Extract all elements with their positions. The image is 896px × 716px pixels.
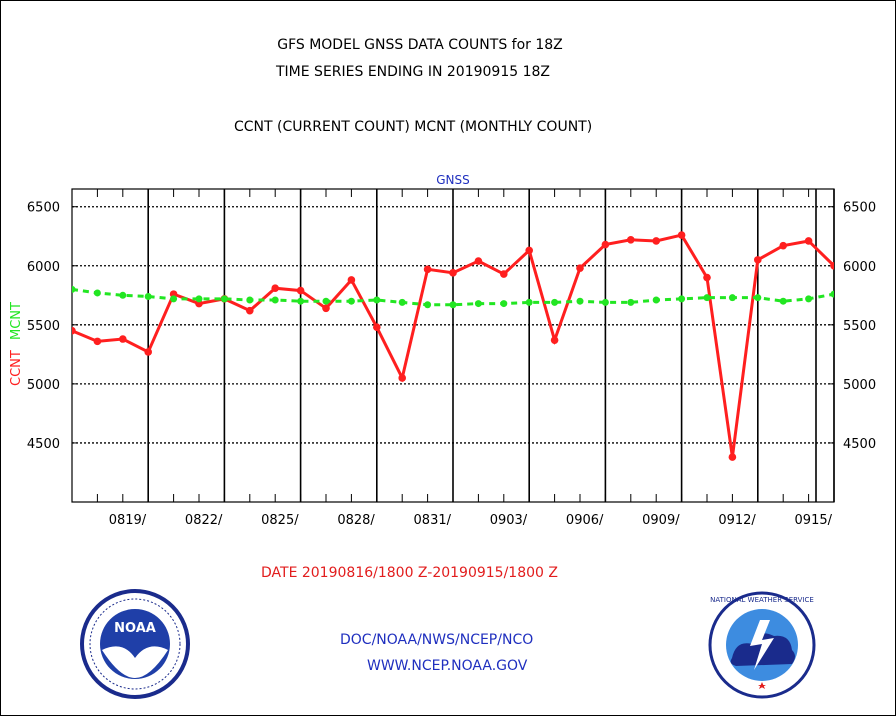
data-point-mcnt [500,300,508,308]
data-point-ccnt [322,304,330,313]
data-point-ccnt [119,335,127,343]
data-point-mcnt [246,296,254,304]
data-point-mcnt [830,290,834,298]
data-point-mcnt [525,298,533,306]
chart-title-line1: GFS MODEL GNSS DATA COUNTS for 18Z [277,37,563,53]
data-point-ccnt [398,374,407,382]
data-point-mcnt [195,295,203,303]
nws-logo-text: NATIONAL WEATHER SERVICE [710,596,814,604]
data-point-mcnt [93,289,101,297]
y-tick-label-left: 5000 [27,378,60,393]
data-point-mcnt [373,296,381,304]
y-tick-label-left: 6000 [27,260,60,275]
data-point-mcnt [119,291,127,299]
data-point-ccnt [703,273,711,282]
chart-title-gnss: GNSS [436,173,470,187]
y-tick-label-left: 6500 [27,201,60,216]
data-point-ccnt [525,246,533,255]
x-tick-label: 0825/ [261,513,299,528]
data-point-ccnt [271,284,280,293]
y-axis-label-mcnt: MCNT [9,302,24,340]
data-point-mcnt [322,297,330,305]
data-point-mcnt [271,296,279,304]
chart-subtitle: CCNT (CURRENT COUNT) MCNT (MONTHLY COUNT… [234,119,593,135]
data-point-ccnt [652,237,660,245]
data-point-mcnt [601,298,609,306]
x-tick-label: 0903/ [490,513,528,528]
data-point-mcnt [703,294,711,302]
y-tick-label-right: 5500 [843,319,876,334]
data-point-mcnt [144,292,152,300]
data-point-ccnt [144,348,152,356]
data-point-mcnt [297,297,305,305]
data-point-ccnt [72,326,76,335]
data-point-ccnt [347,276,356,284]
data-point-mcnt [551,298,559,306]
y-axis-label-ccnt: CCNT [9,350,24,386]
nws-logo: NATIONAL WEATHER SERVICE [708,591,816,699]
data-point-ccnt [474,257,483,265]
data-point-mcnt [754,294,762,302]
x-tick-label: 0909/ [642,513,680,528]
data-point-mcnt [72,285,76,293]
plot-area-border [71,188,835,503]
data-point-mcnt [652,296,660,304]
x-tick-label: 0906/ [566,513,604,528]
x-tick-label: 0819/ [109,513,147,528]
data-point-mcnt [805,295,813,303]
y-tick-label-right: 6000 [843,260,876,275]
y-tick-label-right: 6500 [843,201,876,216]
footer-org-text: DOC/NOAA/NWS/NCEP/NCO [340,632,534,648]
data-point-ccnt [804,237,813,245]
x-tick-label: 0828/ [337,513,375,528]
y-tick-label-left: 4500 [27,437,60,452]
data-point-ccnt [627,235,635,244]
x-tick-label: 0831/ [414,513,452,528]
x-tick-label: 0822/ [185,513,223,528]
data-point-ccnt [728,453,737,461]
data-point-ccnt [423,265,432,274]
date-range-label: DATE 20190816/1800 Z-20190915/1800 Z [261,565,558,581]
data-point-mcnt [779,297,787,305]
data-point-mcnt [678,295,686,303]
data-point-ccnt [754,256,762,264]
data-point-mcnt [627,298,635,306]
data-point-ccnt [550,336,559,344]
data-point-mcnt [449,301,457,309]
y-tick-label-right: 4500 [843,437,876,452]
data-point-mcnt [220,295,228,303]
data-point-mcnt [347,297,355,305]
data-point-ccnt [449,269,457,277]
data-point-ccnt [93,337,102,346]
data-point-mcnt [728,294,736,302]
data-point-ccnt [601,240,610,249]
data-point-mcnt [398,298,406,306]
data-point-ccnt [779,241,787,250]
data-point-mcnt [424,301,432,309]
y-tick-label-left: 5500 [27,319,60,334]
data-point-ccnt [296,286,305,295]
data-point-mcnt [576,297,584,305]
x-tick-label: 0915/ [795,513,833,528]
y-tick-label-right: 5000 [843,378,876,393]
data-point-mcnt [170,295,178,303]
data-point-ccnt [373,323,381,331]
footer-url-link[interactable]: WWW.NCEP.NOAA.GOV [367,658,528,674]
data-point-ccnt [576,264,584,272]
data-point-ccnt [830,261,834,270]
x-tick-label: 0912/ [718,513,756,528]
data-point-ccnt [500,270,508,278]
data-point-mcnt [474,300,482,308]
noaa-logo-text: NOAA [114,621,156,636]
data-point-ccnt [246,306,254,315]
data-point-ccnt [677,231,686,239]
chart-title-line2: TIME SERIES ENDING IN 20190915 18Z [276,64,550,80]
noaa-logo: NOAA [80,589,190,699]
